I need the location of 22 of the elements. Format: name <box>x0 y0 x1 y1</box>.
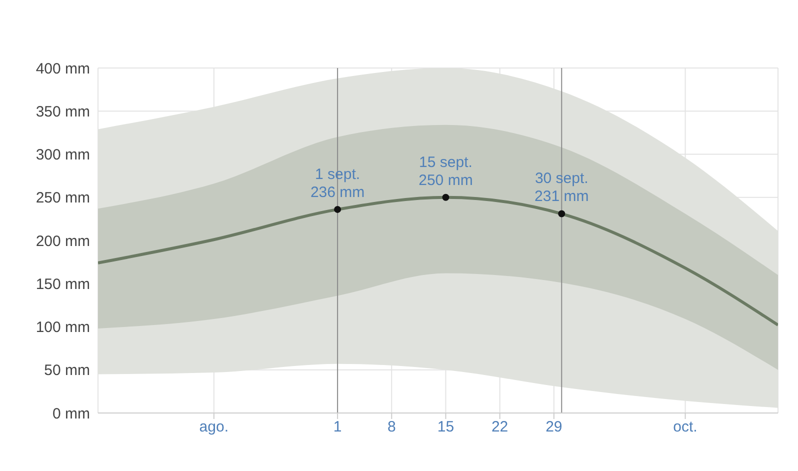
y-tick-label: 100 mm <box>36 319 90 336</box>
x-tick-label: oct. <box>673 418 698 436</box>
point <box>442 194 450 201</box>
point <box>334 206 342 213</box>
y-tick-label: 250 mm <box>36 190 90 207</box>
y-tick-label: 400 mm <box>36 60 90 78</box>
x-tick-label: 29 <box>546 418 562 436</box>
x-tick-label: 15 <box>437 418 454 436</box>
x-tick-label: 22 <box>491 418 508 436</box>
y-tick-label: 0 mm <box>52 405 90 422</box>
y-tick-label: 350 mm <box>36 103 90 120</box>
y-tick-label: 200 mm <box>36 232 90 250</box>
data-label: 1 sept. 236 mm <box>310 166 365 201</box>
data-label: 30 sept. 231 mm <box>534 170 589 206</box>
y-tick-label: 300 mm <box>36 146 90 164</box>
data-label: 15 sept. 250 mm <box>418 154 473 189</box>
x-tick-label: 8 <box>387 418 396 436</box>
x-tick-label: 1 <box>333 418 342 436</box>
y-tick-label: 50 mm <box>44 362 90 380</box>
point <box>558 210 566 218</box>
y-tick-label: 150 mm <box>36 276 90 293</box>
x-tick-label: ago. <box>199 418 229 436</box>
